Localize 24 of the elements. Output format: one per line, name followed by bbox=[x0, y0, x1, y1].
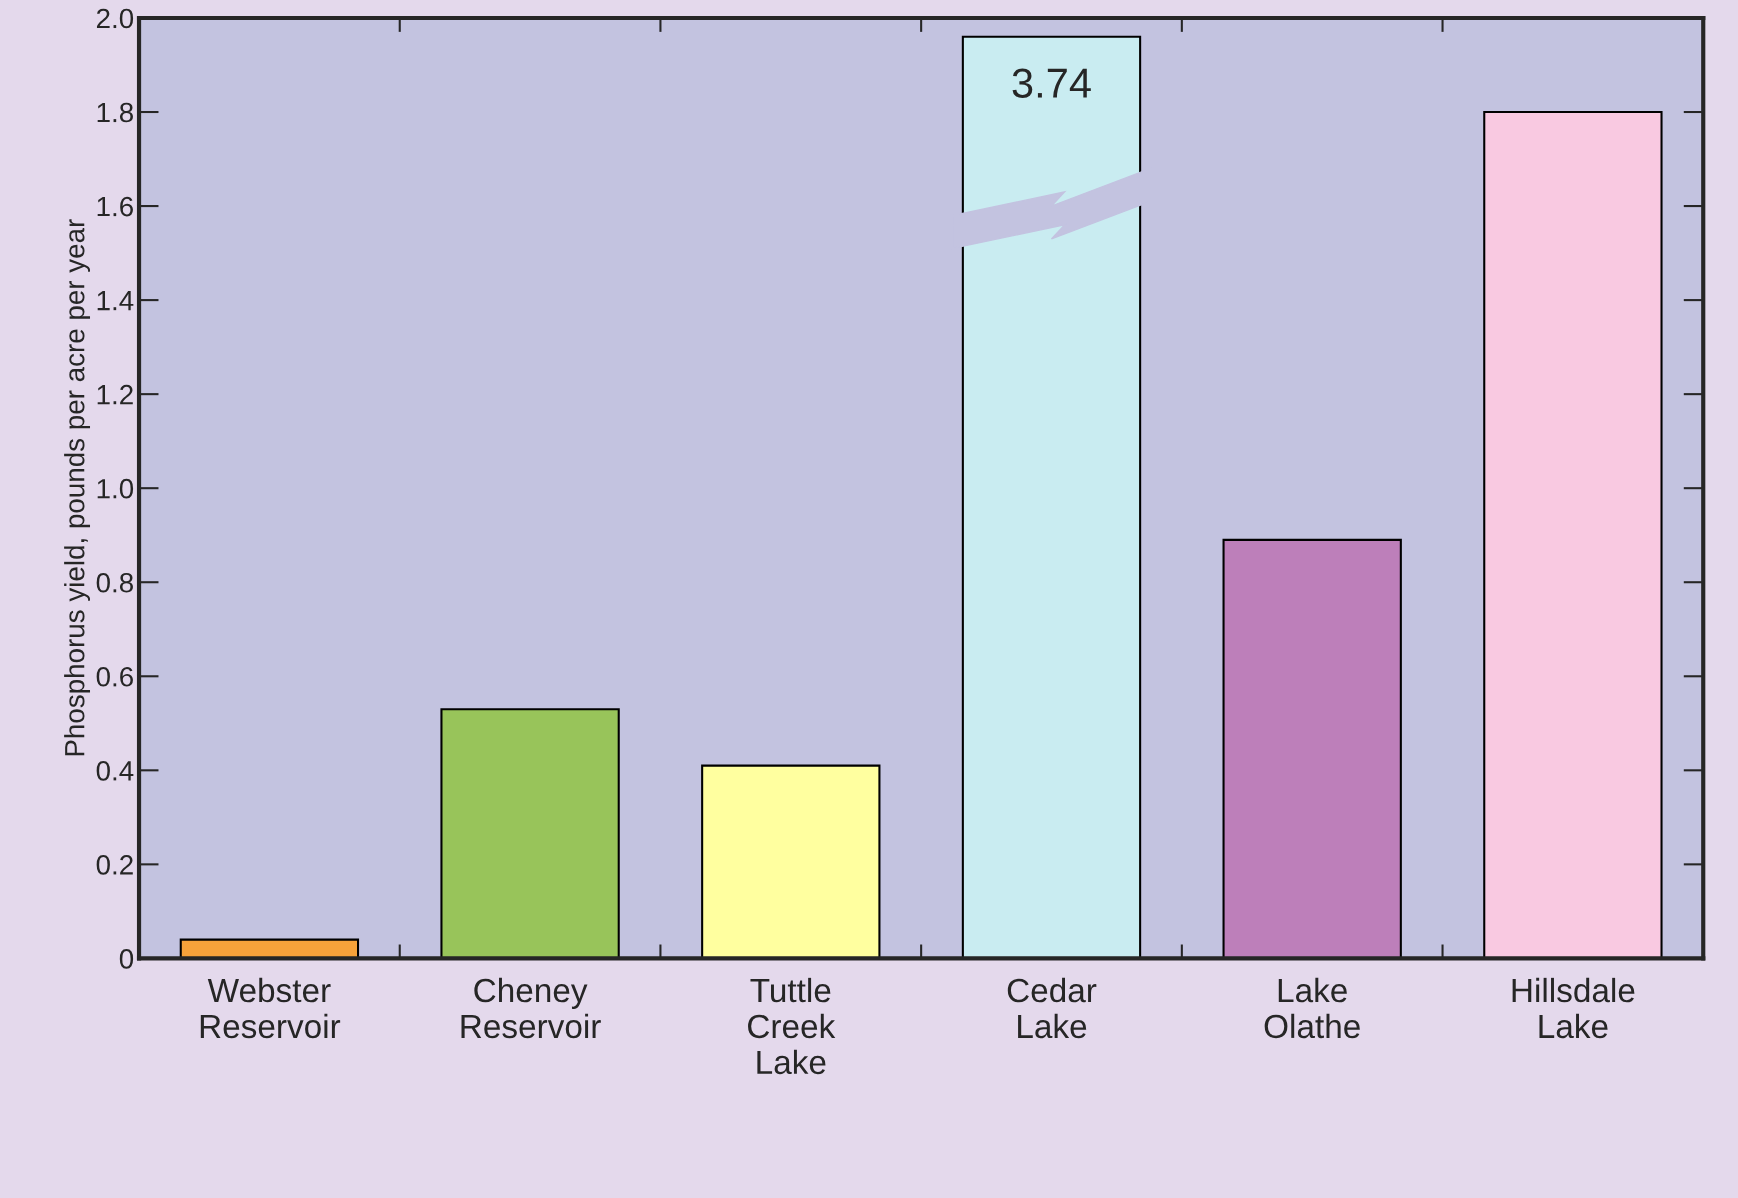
bar bbox=[1483, 110, 1663, 959]
bar bbox=[440, 708, 620, 959]
x-tick-label: Cedar Lake bbox=[1007, 977, 1097, 1039]
y-tick-label: 1.8 bbox=[97, 102, 133, 123]
y-tick-label: 1.0 bbox=[97, 478, 134, 499]
y-tick-label: 0 bbox=[119, 949, 134, 969]
y-tick-label: 2.0 bbox=[96, 8, 134, 29]
x-tick-label: Webster Reservoir bbox=[200, 977, 341, 1039]
bar bbox=[701, 764, 881, 959]
y-tick-label: 1.4 bbox=[97, 291, 134, 311]
y-tick-label: 0.2 bbox=[96, 855, 133, 875]
bar bbox=[961, 35, 1142, 959]
y-tick-label: 1.6 bbox=[97, 196, 133, 217]
y-tick-label: 0.6 bbox=[96, 666, 133, 687]
x-tick-label: Lake Olathe bbox=[1264, 977, 1360, 1039]
y-tick-label: 0.8 bbox=[96, 572, 133, 593]
y-axis-title: Phosphorus yield, pounds per acre per year bbox=[64, 219, 91, 756]
x-tick-label: Cheney Reservoir bbox=[461, 977, 601, 1039]
annotation: 3.74 bbox=[1012, 68, 1091, 98]
y-tick-label: 1.2 bbox=[97, 384, 133, 405]
x-tick-label: Hillsdale Lake bbox=[1512, 977, 1635, 1039]
y-tick-label: 0.4 bbox=[96, 760, 134, 781]
x-tick-label: Tuttle Creek Lake bbox=[748, 977, 836, 1075]
bar bbox=[1222, 538, 1402, 959]
